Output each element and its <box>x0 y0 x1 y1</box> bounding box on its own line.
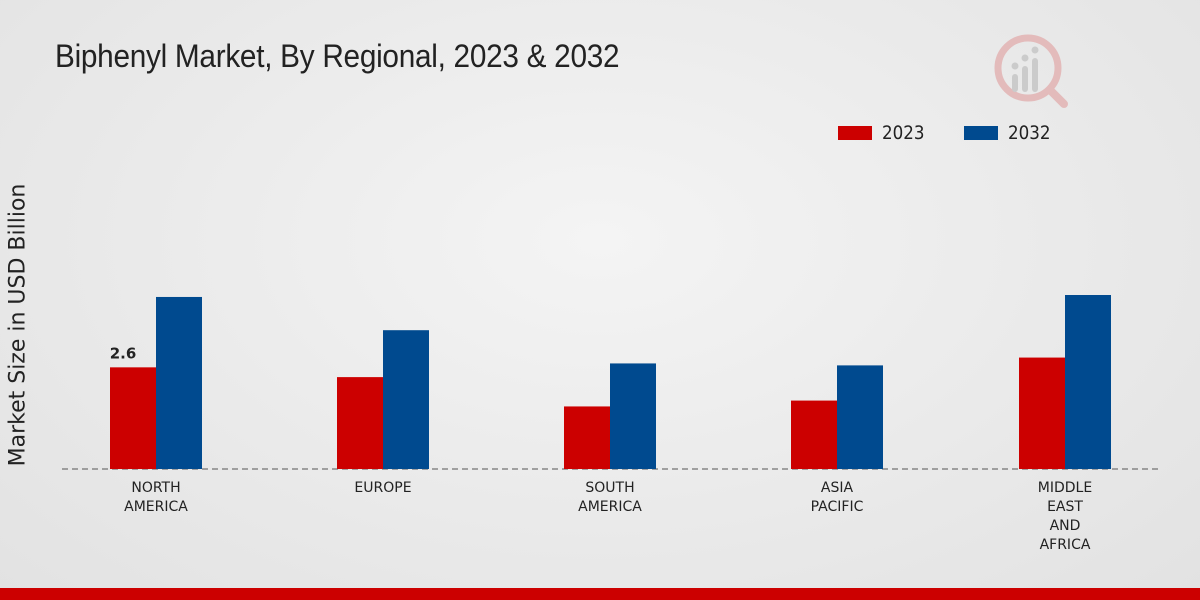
bar-2023-middle-east-and-africa <box>1019 357 1065 469</box>
bar-2023-south-america <box>564 406 610 469</box>
bar-2032-south-america <box>610 363 656 469</box>
x-tick-label-south-america: SOUTH AMERICA <box>578 480 642 515</box>
bar-2032-middle-east-and-africa <box>1065 295 1111 469</box>
legend-swatch-2023 <box>838 126 872 140</box>
legend-label-2023: 2023 <box>882 122 925 144</box>
legend: 2023 2032 <box>838 122 1091 144</box>
brand-logo-icon <box>994 34 1068 108</box>
legend-item-2023: 2023 <box>838 122 930 144</box>
x-tick-label-europe: EUROPE <box>354 480 411 496</box>
data-label-2023-0: 2.6 <box>110 344 137 362</box>
bar-2032-europe <box>383 330 429 469</box>
bar-2023-north-america <box>110 367 156 469</box>
footer-bar <box>0 588 1200 600</box>
bar-2023-europe <box>337 377 383 469</box>
chart-title: Biphenyl Market, By Regional, 2023 & 203… <box>55 38 620 74</box>
bar-2032-asia-pacific <box>837 365 883 469</box>
legend-item-2032: 2032 <box>964 122 1056 144</box>
x-tick-label-asia-pacific: ASIA PACIFIC <box>811 480 864 515</box>
x-tick-label-middle-east-and-africa: MIDDLE EAST AND AFRICA <box>1038 480 1092 553</box>
bar-2023-asia-pacific <box>791 400 837 469</box>
x-tick-label-north-america: NORTH AMERICA <box>124 480 188 515</box>
legend-swatch-2032 <box>964 126 999 140</box>
legend-label-2032: 2032 <box>1008 122 1051 144</box>
bar-2032-north-america <box>156 296 202 469</box>
